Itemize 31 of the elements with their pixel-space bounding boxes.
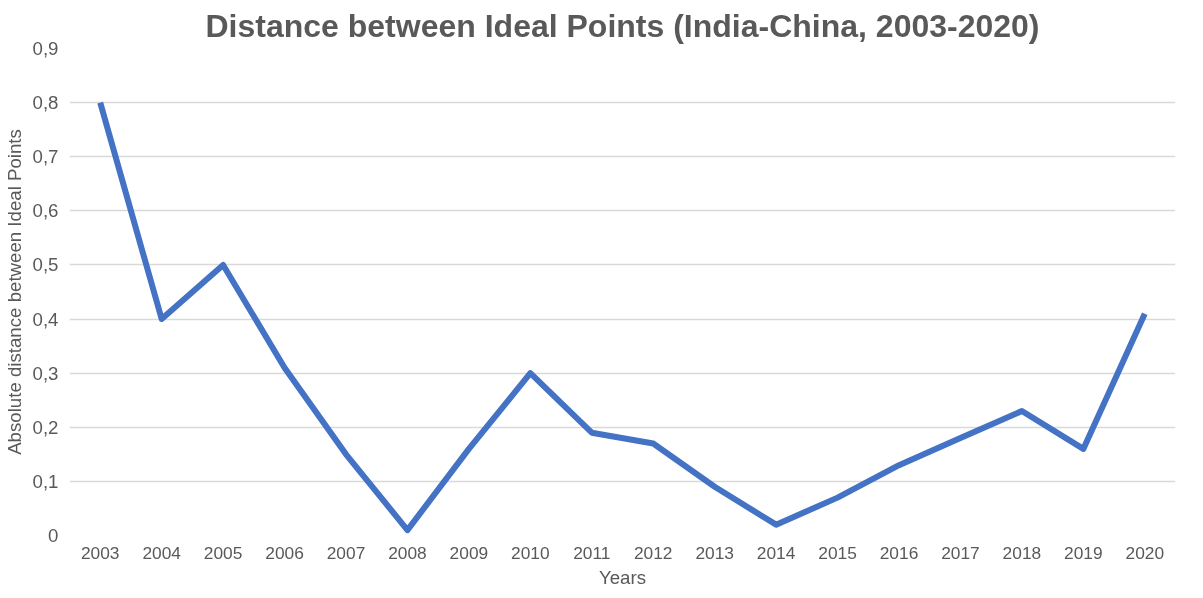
y-tick-label: 0,4 [32, 308, 59, 330]
x-tick-label: 2013 [695, 542, 734, 563]
y-tick-label: 0,3 [32, 362, 59, 384]
x-tick-label: 2003 [80, 542, 120, 563]
y-tick-label: 0,2 [32, 416, 59, 438]
y-tick-label: 0,7 [32, 146, 59, 168]
y-tick-label: 0,8 [32, 92, 59, 114]
x-tick-label: 2012 [633, 542, 673, 563]
y-axis-title: Absolute distance between Ideal Points [3, 129, 25, 455]
x-tick-label: 2004 [142, 542, 182, 563]
x-tick-label: 2005 [203, 542, 243, 563]
y-tick-label: 0,1 [32, 470, 59, 492]
x-tick-label: 2008 [388, 542, 427, 563]
x-tick-label: 2016 [879, 542, 919, 563]
y-tick-label: 0,6 [32, 200, 59, 222]
x-tick-label: 2006 [265, 542, 304, 563]
x-tick-label: 2011 [573, 542, 611, 563]
x-tick-label: 2007 [326, 542, 366, 563]
y-tick-label: 0,9 [32, 38, 59, 59]
x-tick-label: 2017 [941, 542, 980, 563]
x-tick-label: 2010 [511, 542, 550, 563]
x-axis-title: Years [598, 566, 647, 588]
x-tick-label: 2014 [756, 542, 796, 563]
x-tick-label: 2020 [1125, 542, 1165, 563]
y-tick-label: 0 [48, 525, 59, 546]
y-tick-label: 0,5 [32, 254, 59, 276]
x-tick-label: 2009 [449, 542, 489, 563]
chart-title: Distance between Ideal Points (India-China, 2003-2020) [205, 7, 1040, 44]
x-tick-label: 2019 [1064, 542, 1103, 563]
x-tick-label: 2018 [1002, 542, 1042, 563]
x-tick-label: 2015 [818, 542, 857, 563]
